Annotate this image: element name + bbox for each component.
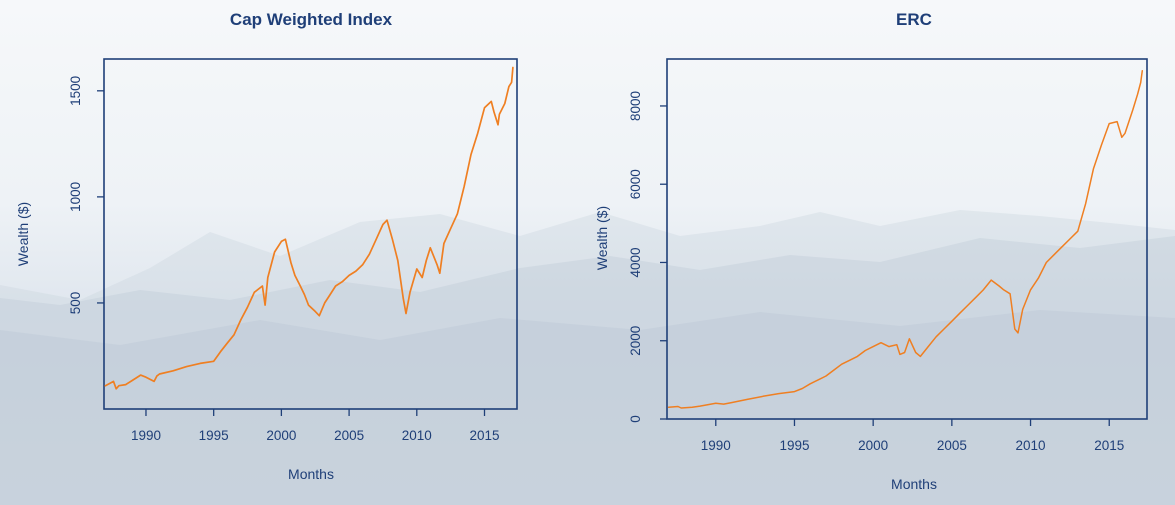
y-tick-label: 500 xyxy=(68,292,83,315)
x-tick-label: 1995 xyxy=(779,438,809,453)
x-tick-label: 2000 xyxy=(858,438,888,453)
erc-chart: ERC 1990 1995 2000 2005 2010 2015 0 2000 4000 60… xyxy=(594,10,1148,492)
y-tick-label: 1500 xyxy=(68,76,83,106)
chart-title: Cap Weighted Index xyxy=(230,10,393,29)
y-axis: 0 2000 4000 6000 8000 xyxy=(628,91,667,423)
x-tick-label: 2005 xyxy=(937,438,967,453)
plot-frame xyxy=(666,58,1148,420)
x-tick-label: 2000 xyxy=(266,428,296,443)
x-tick-label: 1995 xyxy=(199,428,229,443)
x-axis: 1990 1995 2000 2005 2010 2015 xyxy=(131,409,500,443)
y-axis: 500 1000 1500 xyxy=(68,76,104,314)
x-tick-label: 1990 xyxy=(131,428,161,443)
x-tick-label: 2015 xyxy=(1094,438,1124,453)
y-tick-label: 4000 xyxy=(628,247,643,277)
x-tick-label: 2005 xyxy=(334,428,364,443)
x-axis: 1990 1995 2000 2005 2010 2015 xyxy=(701,419,1124,453)
wealth-line xyxy=(104,66,514,390)
x-tick-label: 1990 xyxy=(701,438,731,453)
x-axis-label: Months xyxy=(288,466,334,482)
y-axis-label: Wealth ($) xyxy=(15,202,31,266)
y-tick-label: 1000 xyxy=(68,182,83,212)
x-tick-label: 2010 xyxy=(1016,438,1046,453)
x-tick-label: 2010 xyxy=(402,428,432,443)
y-tick-label: 2000 xyxy=(628,326,643,356)
cap-weighted-index-chart: Cap Weighted Index 1990 1995 2000 2005 2010 2… xyxy=(15,10,518,482)
y-tick-label: 8000 xyxy=(628,91,643,121)
y-axis-label: Wealth ($) xyxy=(594,206,610,270)
chart-title: ERC xyxy=(896,10,932,29)
wealth-line xyxy=(667,69,1144,409)
y-tick-label: 6000 xyxy=(628,169,643,199)
x-tick-label: 2015 xyxy=(469,428,499,443)
plot-frame xyxy=(103,58,518,410)
x-axis-label: Months xyxy=(891,476,937,492)
y-tick-label: 0 xyxy=(628,415,643,423)
